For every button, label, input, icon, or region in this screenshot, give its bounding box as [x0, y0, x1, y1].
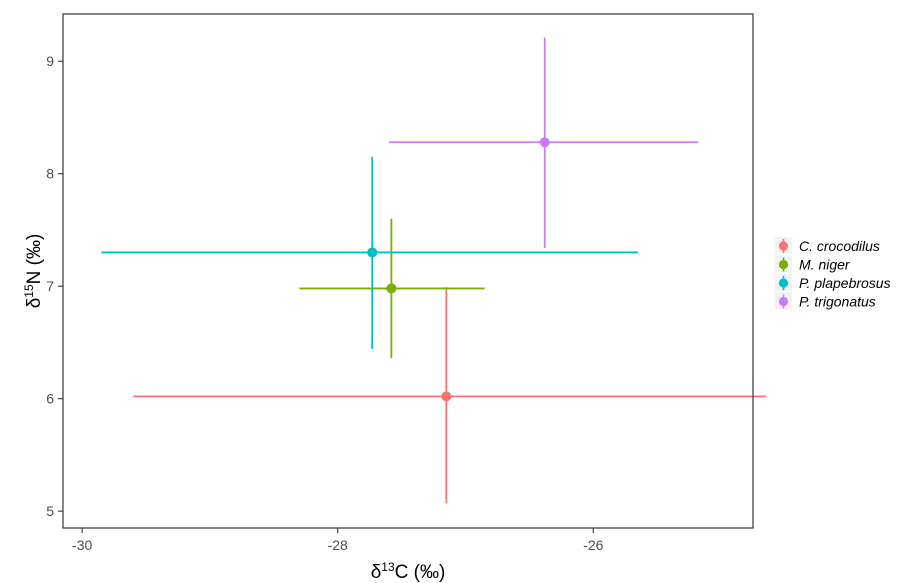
x-tick-label: -26 — [583, 537, 603, 553]
legend: C. crocodilus M. niger P. plapebrosus P. tr… — [775, 237, 891, 310]
x-tick-label: -28 — [328, 537, 348, 553]
data-point-p-trigonatus — [539, 137, 550, 148]
y-tick-label: 5 — [46, 503, 54, 519]
x-axis-title: δ13C (‰) — [371, 560, 446, 583]
legend-label-p-plapebrosus: P. plapebrosus — [799, 275, 891, 291]
legend-label-c-crocodilus: C. crocodilus — [799, 238, 880, 254]
legend-key-point-m-niger — [778, 259, 789, 270]
y-tick-label: 7 — [46, 278, 54, 294]
plot-border — [62, 13, 754, 529]
x-axis-ticks: -30 -28 -26 — [72, 528, 604, 553]
y-axis-title: δ15N (‰) — [22, 234, 45, 309]
data-marks — [101, 37, 766, 504]
data-point-c-crocodilus — [441, 391, 452, 402]
x-tick-label: -30 — [72, 537, 92, 553]
legend-key-point-p-plapebrosus — [778, 278, 789, 288]
data-point-m-niger — [386, 283, 397, 294]
y-tick-label: 6 — [46, 391, 54, 407]
data-point-p-plapebrosus — [367, 247, 378, 258]
plot-background — [63, 14, 753, 528]
legend-key-point-p-trigonatus — [778, 296, 789, 307]
y-tick-label: 8 — [46, 166, 54, 182]
y-axis-ticks: 5 6 7 8 9 — [46, 53, 63, 519]
legend-label-p-trigonatus: P. trigonatus — [799, 294, 876, 310]
legend-key-point-c-crocodilus — [778, 241, 789, 251]
y-tick-label: 9 — [46, 53, 54, 69]
legend-label-m-niger: M. niger — [799, 257, 851, 273]
